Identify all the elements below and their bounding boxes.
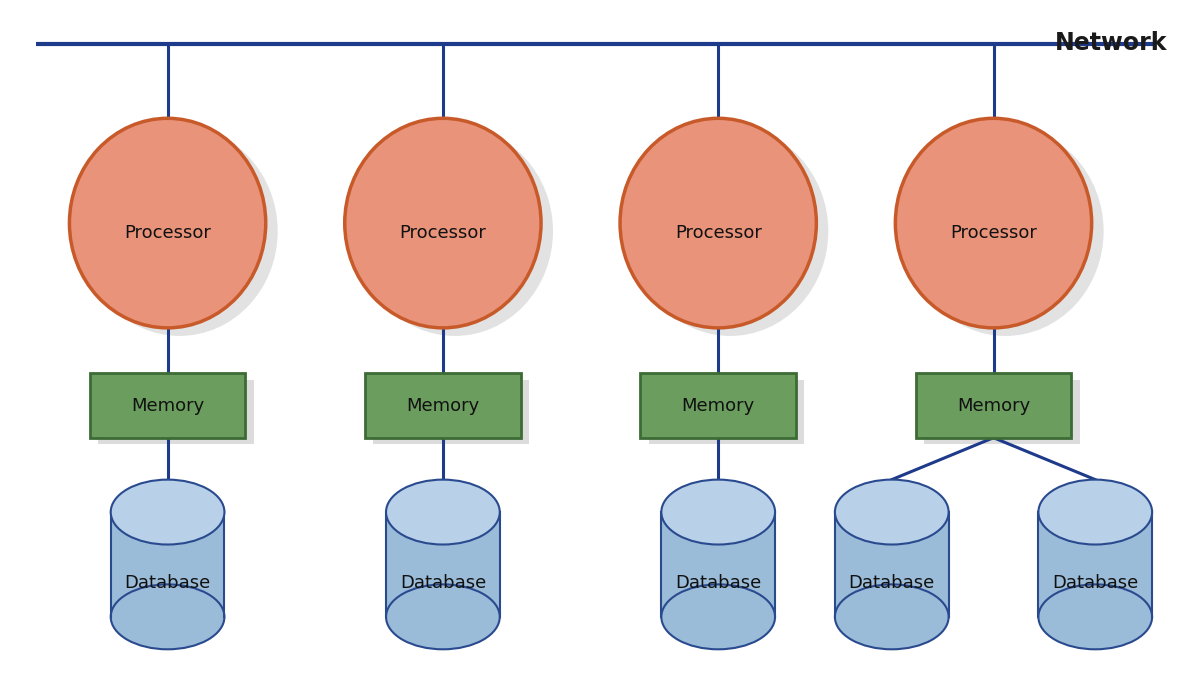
Text: Database: Database	[849, 575, 935, 592]
Ellipse shape	[385, 480, 500, 545]
Ellipse shape	[345, 118, 541, 328]
Polygon shape	[90, 373, 245, 438]
Polygon shape	[916, 373, 1071, 438]
Ellipse shape	[385, 584, 500, 649]
Polygon shape	[365, 373, 521, 438]
Text: Database: Database	[675, 575, 761, 592]
Polygon shape	[661, 512, 776, 617]
Polygon shape	[1038, 512, 1152, 617]
Ellipse shape	[1038, 480, 1153, 545]
Text: Memory: Memory	[130, 397, 205, 414]
Polygon shape	[98, 380, 254, 445]
Text: Processor: Processor	[400, 224, 486, 242]
Polygon shape	[640, 373, 796, 438]
Text: Network: Network	[1055, 30, 1167, 55]
Ellipse shape	[661, 584, 774, 649]
Ellipse shape	[1038, 584, 1153, 649]
Ellipse shape	[69, 118, 266, 328]
Ellipse shape	[632, 126, 828, 336]
Text: Processor: Processor	[675, 224, 761, 242]
Text: Database: Database	[1052, 575, 1138, 592]
Ellipse shape	[907, 126, 1104, 336]
Text: Memory: Memory	[681, 397, 755, 414]
Text: Database: Database	[124, 575, 211, 592]
Ellipse shape	[895, 118, 1092, 328]
Text: Memory: Memory	[406, 397, 480, 414]
Text: Database: Database	[400, 575, 486, 592]
Ellipse shape	[836, 584, 948, 649]
Ellipse shape	[81, 126, 278, 336]
Ellipse shape	[661, 480, 774, 545]
Polygon shape	[110, 512, 225, 617]
Text: Processor: Processor	[124, 224, 211, 242]
Ellipse shape	[110, 584, 225, 649]
Polygon shape	[836, 512, 948, 617]
Polygon shape	[924, 380, 1080, 445]
Ellipse shape	[836, 480, 948, 545]
Polygon shape	[385, 512, 500, 617]
Text: Processor: Processor	[950, 224, 1037, 242]
Ellipse shape	[620, 118, 816, 328]
Polygon shape	[649, 380, 804, 445]
Text: Memory: Memory	[956, 397, 1031, 414]
Ellipse shape	[110, 480, 225, 545]
Ellipse shape	[357, 126, 553, 336]
Polygon shape	[373, 380, 529, 445]
